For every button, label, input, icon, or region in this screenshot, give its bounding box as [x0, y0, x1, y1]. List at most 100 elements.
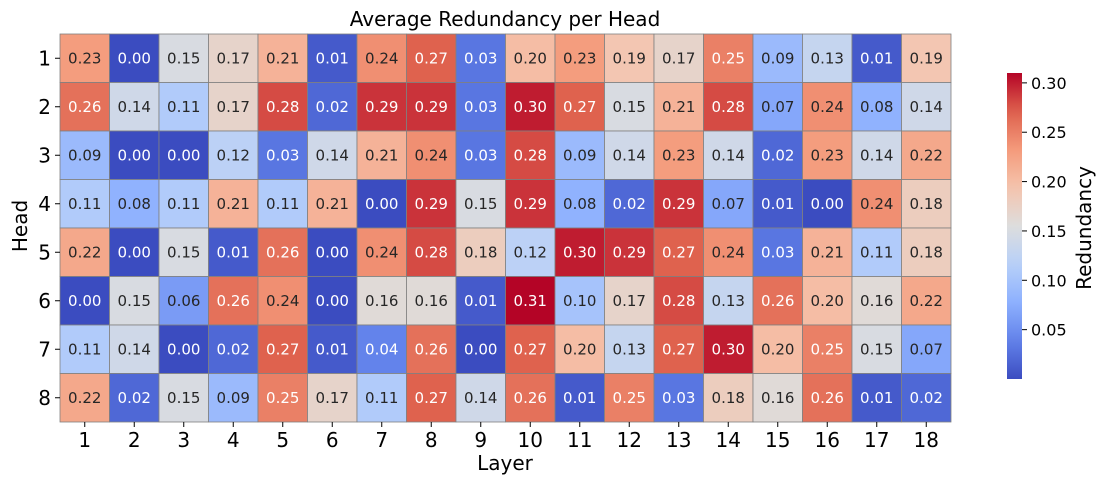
cell-value-label: 0.02 — [118, 389, 151, 407]
cell-value-label: 0.17 — [662, 49, 695, 67]
cell-value-label: 0.28 — [712, 98, 745, 116]
x-tick-label: 6 — [326, 428, 339, 452]
colorbar-ticks: 0.05 0.10 0.15 0.20 0.25 0.30 — [1022, 74, 1067, 340]
cell-value-label: 0.22 — [910, 292, 943, 310]
x-tick-label: 11 — [567, 428, 592, 452]
heatmap-cell-h3-l1 — [59, 130, 110, 180]
cell-value-label: 0.00 — [118, 49, 151, 67]
heatmap-cell-h2-l4 — [208, 82, 259, 132]
cell-value-label: 0.00 — [316, 243, 349, 261]
cell-value-label: 0.26 — [514, 389, 547, 407]
heatmap-cell-h5-l1 — [59, 227, 110, 277]
cell-value-label: 0.07 — [712, 195, 745, 213]
cell-value-label: 0.01 — [860, 49, 893, 67]
heatmap-cell-h1-l10 — [505, 33, 556, 83]
heatmap-cell-h5-l18 — [901, 227, 952, 277]
heatmap-cell-h2-l2 — [109, 82, 160, 132]
colorbar-tick-label: 0.25 — [1031, 123, 1067, 142]
heatmap-cell-h3-l13 — [653, 130, 704, 180]
cell-value-label: 0.09 — [761, 49, 794, 67]
cell-value-label: 0.13 — [712, 292, 745, 310]
cell-value-label: 0.11 — [167, 195, 200, 213]
cell-value-label: 0.16 — [860, 292, 893, 310]
heatmap-cell-h2-l13 — [653, 82, 704, 132]
cell-value-label: 0.02 — [613, 195, 646, 213]
cell-value-label: 0.23 — [811, 146, 844, 164]
cell-value-label: 0.26 — [761, 292, 794, 310]
cell-value-label: 0.17 — [217, 98, 250, 116]
heatmap-cell-h7-l11 — [554, 324, 605, 374]
heatmap-cell-h5-l16 — [802, 227, 853, 277]
y-axis-label: Head — [8, 200, 32, 252]
cell-value-label: 0.04 — [365, 340, 398, 358]
heatmap-cell-h8-l16 — [802, 373, 853, 423]
heatmap-cell-h3-l6 — [307, 130, 358, 180]
cell-value-label: 0.20 — [811, 292, 844, 310]
heatmap-cell-h7-l8 — [406, 324, 457, 374]
heatmap-cell-h3-l10 — [505, 130, 556, 180]
cell-value-label: 0.27 — [415, 389, 448, 407]
colorbar-tick-label: 0.20 — [1031, 173, 1067, 192]
cell-value-label: 0.14 — [118, 340, 151, 358]
heatmap-cell-h5-l15 — [752, 227, 803, 277]
cell-value-label: 0.00 — [118, 146, 151, 164]
cell-value-label: 0.27 — [266, 340, 299, 358]
heatmap-cell-h1-l3 — [158, 33, 209, 83]
heatmap-cell-h6-l8 — [406, 276, 457, 326]
cell-value-label: 0.24 — [712, 243, 745, 261]
cell-value-label: 0.00 — [365, 195, 398, 213]
heatmap-cell-h6-l12 — [604, 276, 655, 326]
cell-value-label: 0.18 — [910, 243, 943, 261]
cell-value-label: 0.08 — [860, 98, 893, 116]
cell-value-label: 0.25 — [613, 389, 646, 407]
cell-value-label: 0.14 — [316, 146, 349, 164]
cell-value-label: 0.23 — [662, 146, 695, 164]
heatmap-cell-h5-l7 — [356, 227, 407, 277]
cell-value-label: 0.09 — [563, 146, 596, 164]
cell-value-label: 0.28 — [266, 98, 299, 116]
cell-value-label: 0.11 — [860, 243, 893, 261]
heatmap-cell-h8-l9 — [455, 373, 506, 423]
heatmap-cell-h5-l12 — [604, 227, 655, 277]
heatmap-cell-h1-l2 — [109, 33, 160, 83]
cell-value-label: 0.02 — [217, 340, 250, 358]
heatmap-cell-h6-l4 — [208, 276, 259, 326]
heatmap-cell-h8-l6 — [307, 373, 358, 423]
x-tick-label: 13 — [666, 428, 691, 452]
heatmap-cell-h4-l13 — [653, 179, 704, 229]
cell-value-label: 0.16 — [415, 292, 448, 310]
heatmap-cell-h1-l18 — [901, 33, 952, 83]
heatmap-cell-h6-l1 — [59, 276, 110, 326]
heatmap-cell-h8-l8 — [406, 373, 457, 423]
heatmap-cell-h6-l5 — [257, 276, 308, 326]
cell-value-label: 0.29 — [415, 195, 448, 213]
y-tick-label: 7 — [38, 337, 51, 361]
cell-value-label: 0.02 — [910, 389, 943, 407]
heatmap-cell-h1-l12 — [604, 33, 655, 83]
cell-value-label: 0.11 — [266, 195, 299, 213]
heatmap-cell-h3-l17 — [851, 130, 902, 180]
cell-value-label: 0.12 — [514, 243, 547, 261]
colorbar-tick-label: 0.30 — [1031, 74, 1067, 93]
cell-value-label: 0.15 — [860, 340, 893, 358]
heatmap-cell-h7-l2 — [109, 324, 160, 374]
cell-value-label: 0.11 — [167, 98, 200, 116]
cell-value-label: 0.11 — [68, 340, 101, 358]
cell-value-label: 0.24 — [811, 98, 844, 116]
cell-value-label: 0.22 — [68, 389, 101, 407]
cell-value-label: 0.19 — [613, 49, 646, 67]
x-tick-label: 1 — [78, 428, 91, 452]
cell-value-label: 0.26 — [266, 243, 299, 261]
heatmap-cell-h1-l16 — [802, 33, 853, 83]
heatmap-cell-h3-l9 — [455, 130, 506, 180]
heatmap-cell-h4-l18 — [901, 179, 952, 229]
cell-value-label: 0.29 — [662, 195, 695, 213]
colorbar-tick-label: 0.15 — [1031, 222, 1067, 241]
heatmap-cell-h4-l10 — [505, 179, 556, 229]
cell-value-label: 0.08 — [563, 195, 596, 213]
cell-value-label: 0.27 — [662, 340, 695, 358]
cell-value-label: 0.00 — [68, 292, 101, 310]
heatmap-cell-h5-l3 — [158, 227, 209, 277]
cell-value-label: 0.03 — [266, 146, 299, 164]
cell-value-label: 0.24 — [365, 49, 398, 67]
